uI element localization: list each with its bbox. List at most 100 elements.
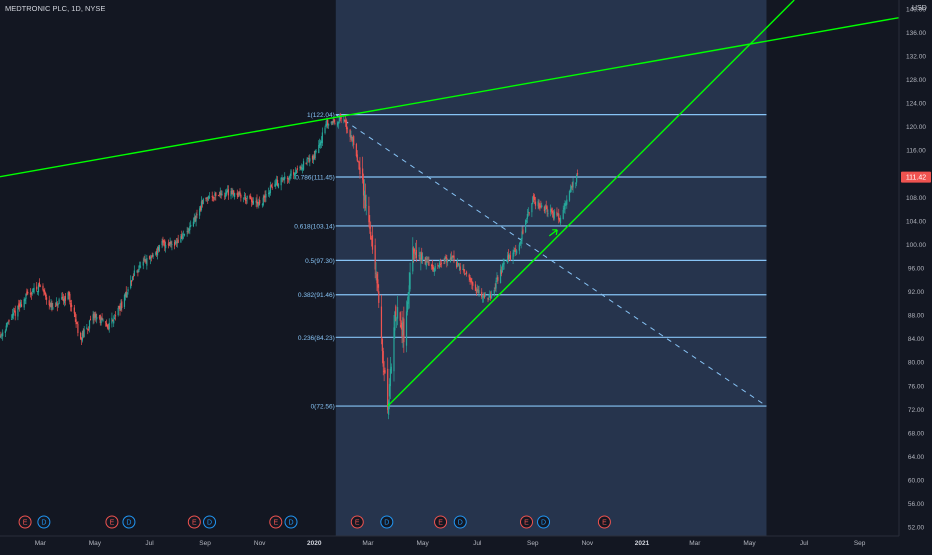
candle-body xyxy=(63,297,66,303)
candle-body xyxy=(550,208,552,213)
candle xyxy=(282,177,284,183)
candle-body xyxy=(439,263,442,265)
candle xyxy=(569,184,571,194)
time-tick-label: Jul xyxy=(145,540,154,547)
candle-body xyxy=(465,271,468,274)
candle xyxy=(236,189,238,199)
trend-lines[interactable] xyxy=(0,0,900,407)
candle-body xyxy=(489,295,491,298)
candle xyxy=(249,194,251,200)
candle xyxy=(308,155,310,163)
candle-body xyxy=(14,310,16,316)
candle-body xyxy=(263,196,265,198)
candle-body xyxy=(164,240,166,247)
candle xyxy=(131,275,134,282)
candle xyxy=(362,156,364,184)
candle-body xyxy=(81,332,83,341)
candle-body xyxy=(58,299,60,304)
candle-body xyxy=(399,312,401,321)
candle-body xyxy=(256,199,258,204)
candle-body xyxy=(562,209,564,220)
candle xyxy=(4,329,6,337)
trend-line xyxy=(387,0,795,407)
candle-body xyxy=(112,319,114,322)
earnings-marker[interactable]: E xyxy=(105,515,119,529)
candle-body xyxy=(405,311,408,346)
candle xyxy=(343,115,345,124)
fibonacci-retracement[interactable]: 1(122.04) 0.786(111.45) 0.618(103.14) 0.5(9… xyxy=(294,0,767,536)
candle-body xyxy=(64,295,66,301)
candle-body xyxy=(413,249,415,254)
candle-body xyxy=(543,206,546,212)
candle xyxy=(80,337,83,345)
earnings-marker[interactable]: E xyxy=(520,515,534,529)
candle-body xyxy=(0,336,1,339)
time-axis[interactable]: Mar May Jul Sep Nov 2020 Mar May Jul Sep Nov 2021 Ma… xyxy=(35,540,866,547)
candle xyxy=(214,191,216,200)
candle xyxy=(457,263,460,267)
candle-body xyxy=(265,194,267,198)
earnings-marker[interactable]: E xyxy=(187,515,201,529)
dividend-marker[interactable]: D xyxy=(537,515,551,529)
candle-body xyxy=(107,327,109,329)
dividend-marker[interactable]: D xyxy=(203,515,217,529)
candle-body xyxy=(377,279,379,288)
candle xyxy=(320,136,323,149)
earnings-marker[interactable]: E xyxy=(18,515,32,529)
candle xyxy=(225,189,227,200)
candle xyxy=(414,242,417,259)
candle xyxy=(538,199,540,210)
candle xyxy=(541,202,543,209)
candle-body xyxy=(401,322,403,337)
candle xyxy=(412,237,414,275)
candle xyxy=(431,259,434,272)
dividend-marker[interactable]: D xyxy=(284,515,298,529)
candle-body xyxy=(225,192,227,198)
candle xyxy=(439,258,442,268)
candle xyxy=(111,312,113,328)
candle-body xyxy=(49,304,51,307)
candle-body xyxy=(4,330,6,334)
candle-body xyxy=(302,161,305,170)
candle xyxy=(344,119,346,123)
candle xyxy=(246,195,248,204)
fib-zone xyxy=(335,0,767,536)
candle-body xyxy=(83,329,85,337)
dividend-marker[interactable]: D xyxy=(37,515,51,529)
candle xyxy=(575,182,577,189)
dividend-marker[interactable]: D xyxy=(453,515,467,529)
candle-body xyxy=(274,184,276,187)
earnings-marker[interactable]: E xyxy=(597,515,611,529)
candle xyxy=(58,297,60,305)
candle-body xyxy=(5,325,7,331)
candle-body xyxy=(294,172,297,175)
candle xyxy=(14,305,16,321)
candle xyxy=(470,277,472,283)
candle-body xyxy=(534,201,537,206)
candle-body xyxy=(412,247,414,272)
candle xyxy=(509,251,511,262)
candle xyxy=(370,221,372,240)
candle-body xyxy=(19,302,22,307)
earnings-marker[interactable]: E xyxy=(269,515,283,529)
earnings-marker[interactable]: E xyxy=(434,515,448,529)
candle-body xyxy=(276,180,279,186)
candle xyxy=(68,290,70,300)
candle xyxy=(192,217,195,228)
candle xyxy=(181,230,183,240)
candle-body xyxy=(531,203,533,213)
candle-body xyxy=(126,292,128,298)
last-price-tag: 111.42 xyxy=(901,171,931,183)
candle xyxy=(284,172,286,184)
time-tick-label: May xyxy=(416,540,429,547)
candle-body xyxy=(509,255,511,260)
dividend-marker[interactable]: D xyxy=(122,515,136,529)
dividend-marker[interactable]: D xyxy=(380,515,394,529)
candle-body xyxy=(24,299,26,301)
candle xyxy=(95,311,97,322)
candle xyxy=(496,272,498,283)
earnings-marker[interactable]: E xyxy=(350,515,364,529)
candle-body xyxy=(437,265,439,266)
